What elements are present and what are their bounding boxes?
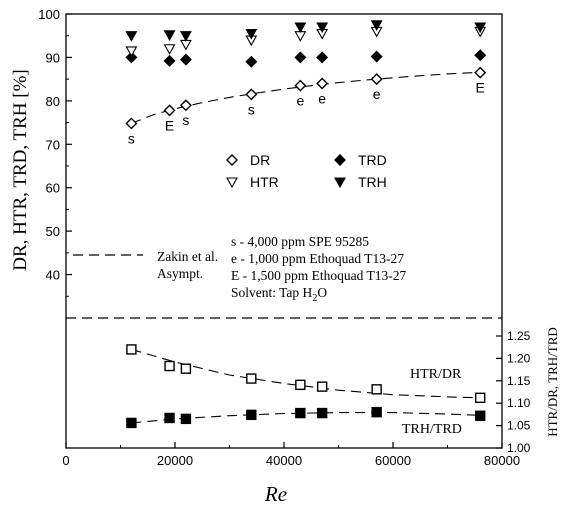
marker-trd (294, 51, 307, 64)
marker-trh (163, 30, 176, 41)
point-labels: sE sse e e E (128, 80, 485, 147)
marker-trh-trd (246, 409, 257, 421)
marker-htr-dr (180, 363, 192, 374)
lower-y-axis-title: HTR/DR, TRH/TRD (545, 327, 560, 437)
marker-trh-trd (371, 406, 382, 418)
x-tick-label: 60000 (375, 453, 411, 468)
dr-point-label: e (296, 93, 304, 109)
dr-point-label: s (128, 130, 135, 146)
legend-label-htr: HTR (250, 174, 279, 190)
marker-trd (125, 51, 138, 64)
legend-label-trd: TRD (358, 152, 387, 168)
upper-y-tick-label: 90 (46, 50, 60, 65)
lower-y-tick-label: 1.15 (507, 374, 531, 388)
marker-dr (370, 73, 383, 86)
marker-htr-dr (164, 360, 175, 372)
upper-y-tick-label: 70 (46, 137, 60, 152)
marker-dr (179, 99, 192, 112)
dr-point-label: s (248, 101, 255, 117)
lower-y-tick-label: 1.00 (507, 441, 531, 455)
upper-y-tick-label: 60 (46, 181, 60, 196)
lower-y-tick-label: 1.05 (507, 419, 531, 433)
marker-htr (163, 44, 176, 55)
marker-htr (125, 46, 138, 58)
marker-trh (370, 20, 383, 31)
upper-y-axis: 40 50 60 70 80 90 100 (38, 7, 72, 297)
marker-trh (316, 22, 329, 34)
upper-y-tick-label: 50 (46, 224, 60, 239)
dr-point-label: E (476, 80, 485, 96)
marker-trh-trd (164, 412, 175, 424)
marker-htr-dr (126, 344, 137, 355)
marker-dr (163, 104, 176, 117)
x-tick-label: 40000 (266, 453, 302, 468)
label-htr-dr: HTR/DR (410, 367, 462, 382)
marker-dr (474, 66, 487, 79)
note-E: E - 1,500 ppm Ethoquad T13-27 (231, 268, 406, 283)
label-trh-trd: TRH/TRD (402, 422, 462, 437)
marker-dr (316, 77, 329, 90)
legend: DR TRD HTR TRH (226, 152, 387, 190)
legend-marker-trd (334, 154, 346, 166)
note-solvent: Solvent: Tap H2O (231, 285, 327, 304)
marker-htr-dr (295, 379, 306, 391)
note-e: e - 1,000 ppm Ethoquad T13-27 (231, 251, 404, 266)
marker-trd (163, 54, 176, 67)
upper-y-tick-label: 80 (46, 94, 60, 109)
marker-trh-trd (295, 407, 306, 419)
dr-point-label: e (373, 86, 381, 102)
marker-trh-trd (126, 417, 137, 429)
marker-dr (245, 88, 258, 101)
marker-trh (294, 22, 307, 34)
dr-point-label: e (318, 90, 326, 106)
legend-marker-trh (334, 177, 346, 189)
marker-trh-trd (316, 407, 328, 419)
marker-dr (125, 117, 138, 130)
upper-y-axis-title: DR, HTR, TRD, TRH [%] (10, 69, 31, 270)
marker-htr-dr (475, 392, 486, 404)
lower-y-tick-label: 1.20 (507, 351, 531, 365)
plot-frame (65, 13, 503, 449)
legend-label-trh: TRH (358, 174, 387, 190)
dr-point-label: s (182, 112, 189, 128)
zakin-label-line2: Asympt. (157, 266, 203, 281)
marker-htr-dr (371, 384, 382, 395)
lower-y-tick-label: 1.10 (507, 396, 531, 410)
marker-trh (125, 31, 138, 42)
x-axis-title: Re (264, 482, 287, 506)
marker-trh (179, 31, 192, 42)
x-tick-label: 20000 (157, 453, 193, 468)
lower-y-axis: 1.00 1.05 1.10 1.15 1.20 1.25 (496, 329, 531, 455)
marker-trh-trd (475, 410, 486, 421)
legend-marker-htr (226, 177, 238, 189)
note-s: s - 4,000 ppm SPE 95285 (231, 234, 369, 249)
legend-marker-dr (226, 154, 238, 166)
marker-trh (245, 28, 258, 40)
zakin-label-line1: Zakin et al. (157, 249, 218, 264)
marker-trh (474, 22, 487, 34)
upper-y-tick-label: 100 (38, 7, 60, 22)
marker-htr-dr (316, 381, 328, 392)
data-markers (125, 20, 487, 429)
x-tick-label: 0 (62, 453, 69, 468)
lower-y-tick-label: 1.25 (507, 329, 531, 343)
x-axis: 0 20000 40000 60000 80000 (62, 442, 520, 468)
marker-trh-trd (180, 413, 192, 425)
zakin-asymptote-curve (131, 72, 475, 124)
upper-y-tick-label: 40 (46, 268, 60, 283)
marker-trd (245, 55, 258, 68)
plot-border (65, 13, 503, 449)
marker-trd (316, 51, 329, 64)
marker-htr-dr (246, 373, 257, 384)
marker-trd (179, 53, 192, 66)
dr-point-label: E (165, 117, 174, 133)
legend-label-dr: DR (250, 152, 270, 168)
marker-trd (474, 49, 487, 62)
marker-trd (370, 50, 383, 63)
marker-dr (294, 79, 307, 92)
x-tick-label: 80000 (484, 453, 520, 468)
